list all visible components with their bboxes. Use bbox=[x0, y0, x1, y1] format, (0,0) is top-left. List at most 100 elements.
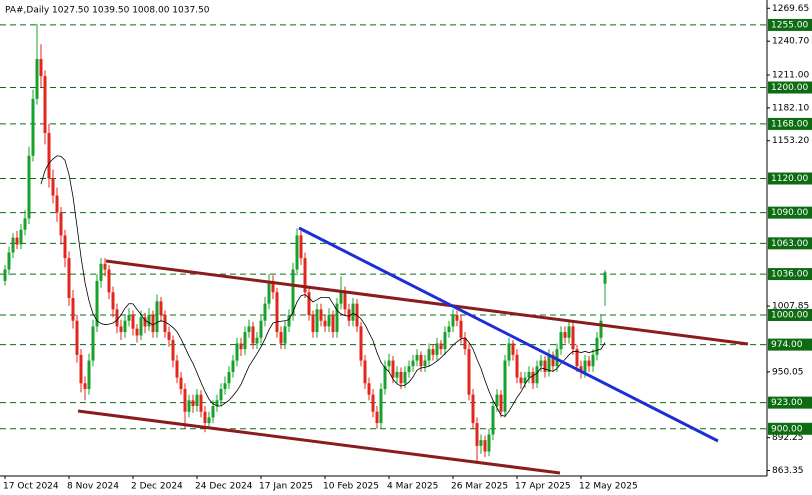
candle-body bbox=[47, 133, 51, 179]
level-tag bbox=[768, 206, 812, 219]
candle-body bbox=[79, 354, 83, 384]
level-label: 923.00 bbox=[771, 398, 803, 408]
level-tag bbox=[768, 422, 812, 435]
candle-body bbox=[303, 258, 307, 293]
candle-body bbox=[315, 309, 319, 333]
candle-body bbox=[83, 383, 87, 389]
candle-body bbox=[387, 360, 391, 367]
candle-body bbox=[239, 343, 243, 350]
level-tag bbox=[768, 268, 812, 281]
y-tick-label: 1153.20 bbox=[772, 136, 809, 146]
candle-body bbox=[343, 292, 347, 310]
candle-body bbox=[379, 388, 383, 424]
candle-body bbox=[575, 349, 579, 367]
y-tick-label: 892.25 bbox=[772, 433, 804, 443]
candle-body bbox=[159, 301, 163, 316]
candle-body bbox=[267, 280, 271, 304]
candle-body bbox=[179, 377, 183, 389]
candle-body bbox=[603, 272, 607, 284]
candle-body bbox=[235, 343, 239, 361]
x-tick-label: 17 Jan 2025 bbox=[259, 482, 313, 492]
candle-body bbox=[463, 337, 467, 350]
candle-body bbox=[367, 383, 371, 395]
candle-body bbox=[571, 326, 575, 350]
candle-body bbox=[287, 315, 291, 327]
candle-body bbox=[375, 411, 379, 424]
candle-body bbox=[467, 349, 471, 395]
candle-body bbox=[71, 297, 75, 321]
candle-body bbox=[519, 377, 523, 384]
candle-body bbox=[211, 406, 215, 418]
candle-body bbox=[311, 315, 315, 333]
candle-body bbox=[587, 360, 591, 367]
candle-body bbox=[547, 354, 551, 372]
candle-body bbox=[155, 301, 159, 333]
candle-body bbox=[111, 292, 115, 310]
trendline-blue bbox=[298, 226, 719, 443]
candle-body bbox=[75, 320, 79, 355]
candle-body bbox=[31, 98, 35, 156]
candle-body bbox=[431, 349, 435, 355]
candle-body bbox=[131, 315, 135, 329]
level-tag bbox=[768, 117, 812, 130]
candle-body bbox=[251, 326, 255, 344]
candle-body bbox=[395, 371, 399, 378]
candle-body bbox=[411, 360, 415, 367]
candle-body bbox=[27, 155, 31, 219]
candle-body bbox=[175, 360, 179, 378]
candle-body bbox=[99, 263, 103, 281]
time-axis-bg bbox=[0, 476, 812, 495]
x-tick-label: 17 Oct 2024 bbox=[3, 482, 59, 492]
candle-body bbox=[63, 235, 67, 259]
candle-body bbox=[443, 332, 447, 350]
candle-body bbox=[223, 383, 227, 389]
x-tick-label: 4 Mar 2025 bbox=[387, 482, 438, 492]
candle-body bbox=[403, 371, 407, 384]
level-label: 974.00 bbox=[771, 340, 803, 350]
level-label: 1000.00 bbox=[771, 311, 808, 321]
level-label: 1200.00 bbox=[771, 83, 808, 93]
candle-body bbox=[459, 320, 463, 338]
level-label: 1036.00 bbox=[771, 270, 808, 280]
candles-layer bbox=[3, 23, 607, 463]
candle-body bbox=[307, 292, 311, 316]
candle-body bbox=[207, 417, 211, 424]
candle-body bbox=[3, 269, 7, 281]
candle-body bbox=[511, 343, 515, 355]
candle-body bbox=[91, 326, 95, 361]
candle-body bbox=[515, 354, 519, 378]
trendline-lower bbox=[77, 409, 561, 475]
candle-body bbox=[531, 371, 535, 384]
candle-body bbox=[423, 360, 427, 367]
level-tag bbox=[768, 81, 812, 94]
candle-body bbox=[479, 440, 483, 446]
candle-body bbox=[183, 388, 187, 412]
candle-body bbox=[195, 394, 199, 407]
candle-body bbox=[427, 349, 431, 361]
y-tick-label: 863.35 bbox=[772, 466, 804, 476]
candle-body bbox=[483, 440, 487, 452]
candle-body bbox=[67, 258, 71, 298]
candle-body bbox=[143, 317, 147, 327]
candle-body bbox=[35, 59, 39, 99]
candle-body bbox=[279, 332, 283, 344]
candle-body bbox=[499, 394, 503, 412]
candle-body bbox=[299, 235, 303, 259]
candle-body bbox=[583, 360, 587, 372]
candle-body bbox=[127, 315, 131, 321]
candle-body bbox=[415, 354, 419, 361]
moving-average bbox=[40, 155, 606, 417]
candle-body bbox=[447, 326, 451, 333]
level-tag bbox=[768, 237, 812, 250]
candle-body bbox=[451, 315, 455, 327]
candle-body bbox=[363, 360, 367, 384]
candle-body bbox=[163, 315, 167, 333]
candle-body bbox=[579, 366, 583, 372]
candle-body bbox=[383, 366, 387, 389]
candle-body bbox=[539, 360, 543, 367]
candle-body bbox=[147, 315, 151, 327]
candle-body bbox=[591, 354, 595, 367]
candle-body bbox=[491, 406, 495, 435]
candle-body bbox=[151, 315, 155, 333]
